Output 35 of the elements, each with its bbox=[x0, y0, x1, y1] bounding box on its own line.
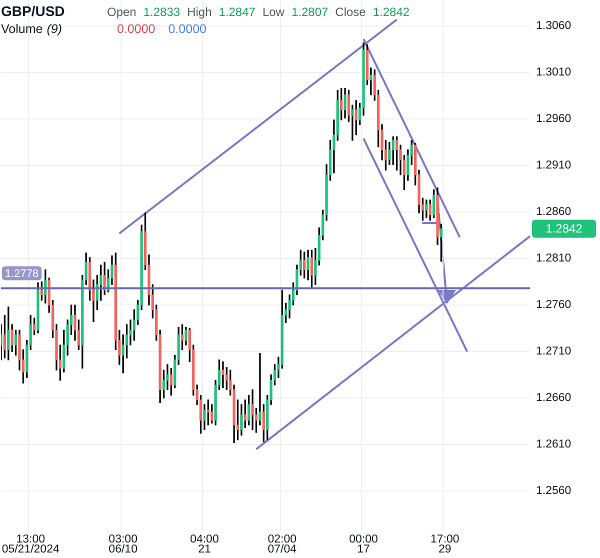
y-tick-label: 1.2760 bbox=[536, 299, 572, 312]
y-tick-label: 1.2810 bbox=[536, 252, 572, 265]
y-tick-label: 1.3060 bbox=[536, 20, 572, 32]
y-tick-label: 1.2860 bbox=[536, 206, 572, 218]
y-tick-label: 1.2610 bbox=[536, 438, 572, 451]
x-tick-label: 02:00 07/04 bbox=[268, 533, 298, 556]
x-tick-label: 17:00 29 bbox=[430, 533, 460, 556]
x-tick-label: 00:00 17 bbox=[349, 533, 378, 556]
annotation: 1.2847 bbox=[218, 5, 256, 19]
annotation: 1.2842 bbox=[372, 5, 410, 19]
chart-title: GBP/USD bbox=[1, 3, 65, 19]
annotation: Close bbox=[335, 5, 366, 19]
y-tick-label: 1.3010 bbox=[536, 66, 572, 79]
candlestick bbox=[351, 104, 354, 141]
annotation: Volume bbox=[1, 22, 43, 36]
text: 1.2842 bbox=[546, 222, 583, 236]
y-tick-label: 1.2910 bbox=[536, 160, 572, 172]
annotation: 0.0000 bbox=[117, 22, 156, 36]
candlestick bbox=[370, 68, 372, 96]
ref-line-label: 1.2778 bbox=[5, 268, 39, 280]
x-tick-label: 04:00 21 bbox=[190, 533, 219, 556]
annotation: 0.0000 bbox=[168, 22, 206, 36]
x-tick-label: 13:00 05/21/2024 bbox=[2, 533, 60, 556]
x-tick-label: 03:00 06/10 bbox=[108, 533, 138, 556]
annotation: Open bbox=[107, 5, 136, 19]
y-tick-label: 1.2710 bbox=[536, 346, 572, 358]
annotation: High bbox=[187, 5, 212, 19]
candlestick bbox=[222, 361, 224, 388]
annotation: Low bbox=[262, 5, 284, 19]
annotation: 1.2833 bbox=[143, 5, 180, 19]
y-tick-label: 1.2660 bbox=[536, 392, 572, 404]
y-tick-label: 1.2960 bbox=[536, 113, 572, 126]
annotation: 1.2807 bbox=[291, 5, 328, 19]
y-tick-label: 1.2560 bbox=[536, 485, 572, 498]
annotation: (9) bbox=[46, 22, 62, 36]
